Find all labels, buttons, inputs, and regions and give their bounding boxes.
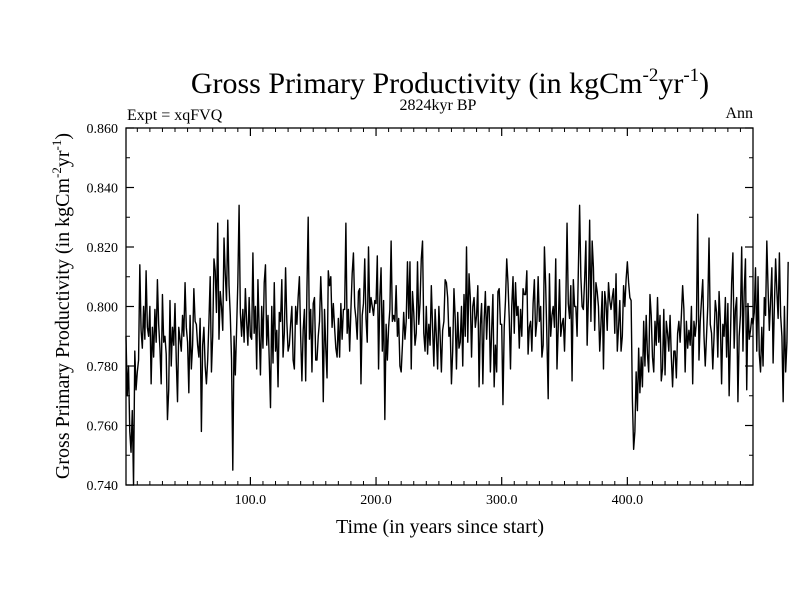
x-tick-label: 200.0 (360, 493, 392, 508)
y-tick-label: 0.780 (87, 360, 119, 375)
y-axis-ticks: 0.740 0.760 0.780 0.800 0.820 0.840 0.860 (87, 122, 753, 494)
y-axis-title: Gross Primary Productivity (in kgCm-2yr-… (49, 133, 74, 479)
title-sup1: -2 (643, 65, 659, 86)
ylabel-sup1: -2 (49, 167, 64, 178)
y-tick-label: 0.740 (87, 479, 119, 494)
ylabel-sup2: -1 (49, 140, 64, 151)
series-line (125, 204, 789, 486)
x-axis-ticks: 100.0 200.0 300.0 400.0 (136, 128, 741, 508)
experiment-label: Expt = xqFVQ (127, 107, 223, 124)
y-tick-label: 0.800 (87, 301, 119, 316)
title-mid: yr (658, 67, 683, 100)
y-tick-label: 0.820 (87, 241, 119, 256)
y-tick-label: 0.760 (87, 420, 119, 435)
title-main: Gross Primary Productivity (in kgCm (191, 67, 643, 100)
chart-subtitle: 2824kyr BP (400, 97, 477, 114)
title-sup2: -1 (683, 65, 699, 86)
x-tick-label: 400.0 (612, 493, 644, 508)
x-tick-label: 100.0 (235, 493, 267, 508)
ylabel-end: ) (52, 133, 74, 140)
y-tick-label: 0.860 (87, 122, 119, 137)
title-end: ) (699, 67, 709, 100)
season-label: Ann (725, 105, 753, 122)
ylabel-mid: yr (52, 150, 74, 167)
y-tick-label: 0.840 (87, 182, 119, 197)
x-axis-title: Time (in years since start) (336, 516, 544, 538)
chart-title: Gross Primary Productivity (in kgCm-2yr-… (191, 65, 709, 100)
ylabel-main: Gross Primary Productivity (in kgCm (52, 178, 74, 480)
x-tick-label: 300.0 (486, 493, 518, 508)
